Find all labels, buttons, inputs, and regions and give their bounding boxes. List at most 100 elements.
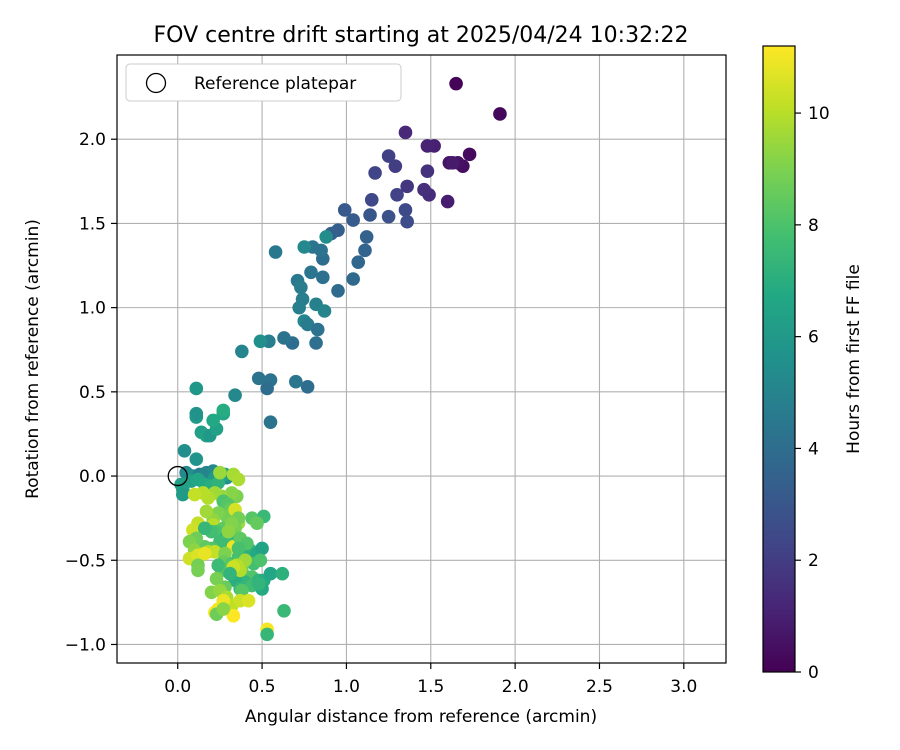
data-point xyxy=(177,443,192,458)
data-point xyxy=(216,602,231,616)
x-tick-label: 1.0 xyxy=(333,677,360,697)
x-tick-label: 3.0 xyxy=(670,677,697,697)
data-point xyxy=(381,209,396,224)
x-axis-label: Angular distance from reference (arcmin) xyxy=(245,707,597,727)
data-point xyxy=(255,541,269,556)
x-tick-label: 0.5 xyxy=(249,677,276,697)
data-point xyxy=(310,322,325,337)
legend-entry: Reference platepar xyxy=(194,74,356,94)
y-tick-label: 2.0 xyxy=(79,130,106,150)
data-point xyxy=(260,381,274,396)
data-point xyxy=(300,317,315,332)
data-point xyxy=(346,213,360,227)
legend-box xyxy=(125,63,402,102)
y-tick-label: −1.0 xyxy=(65,635,106,655)
data-point xyxy=(304,265,318,280)
data-point xyxy=(400,214,414,229)
grid-lines xyxy=(117,55,726,663)
data-point xyxy=(241,593,256,608)
data-point xyxy=(319,230,333,244)
data-point xyxy=(197,521,212,536)
data-point xyxy=(462,147,477,162)
chart-title: FOV centre drift starting at 2025/04/24 … xyxy=(154,23,689,48)
x-axis-ticks: 0.0 0.5 1.0 1.5 2.0 2.5 3.0 xyxy=(164,663,697,697)
data-points xyxy=(174,76,507,642)
data-point xyxy=(390,187,404,202)
data-point xyxy=(300,379,315,394)
data-point xyxy=(292,300,306,315)
data-point xyxy=(331,283,345,298)
y-axis-ticks: −1.0 −0.5 0.0 0.5 1.0 1.5 2.0 xyxy=(65,130,117,655)
data-point xyxy=(251,371,266,386)
data-point xyxy=(346,272,360,286)
reference-marker xyxy=(167,465,188,487)
data-point xyxy=(208,545,222,559)
data-point xyxy=(294,280,308,295)
colorbar-ticks: 0 2 4 6 8 10 xyxy=(795,104,830,683)
data-point xyxy=(231,472,246,487)
colorbar-tick-label: 10 xyxy=(808,104,830,124)
data-point xyxy=(363,208,377,222)
data-point xyxy=(368,166,382,180)
data-point xyxy=(228,388,242,403)
data-point xyxy=(440,194,455,209)
y-tick-label: 1.5 xyxy=(79,214,106,234)
data-point xyxy=(250,516,264,531)
data-point xyxy=(316,270,330,285)
colorbar-tick-label: 4 xyxy=(808,439,819,459)
data-point xyxy=(297,240,312,254)
x-tick-label: 2.0 xyxy=(502,677,529,697)
x-tick-label: 2.5 xyxy=(586,677,613,697)
data-point xyxy=(199,504,214,519)
data-point xyxy=(398,203,413,217)
data-point xyxy=(213,465,227,480)
data-point xyxy=(358,243,372,258)
colorbar: 0 2 4 6 8 10 Hours from first FF file xyxy=(762,45,864,683)
data-point xyxy=(211,558,226,573)
data-point xyxy=(381,149,396,163)
data-point xyxy=(216,403,231,418)
data-point xyxy=(226,609,241,623)
data-point xyxy=(275,566,290,581)
data-point xyxy=(260,627,274,642)
data-point xyxy=(277,603,291,618)
data-point xyxy=(187,487,202,502)
data-point xyxy=(263,415,278,429)
colorbar-tick-label: 6 xyxy=(808,328,819,348)
data-point xyxy=(221,524,236,539)
colorbar-gradient xyxy=(762,45,796,673)
data-point xyxy=(189,381,204,396)
y-axis-label: Rotation from reference (arcmin) xyxy=(23,219,43,499)
data-point xyxy=(309,336,323,350)
data-point xyxy=(223,566,237,581)
data-point xyxy=(206,413,220,428)
data-point xyxy=(277,331,291,345)
data-point xyxy=(189,452,204,467)
data-point xyxy=(493,107,507,121)
colorbar-tick-label: 0 xyxy=(808,663,819,683)
data-point xyxy=(235,344,249,359)
reference-point xyxy=(167,465,188,487)
data-point xyxy=(417,182,431,197)
data-point xyxy=(209,571,224,586)
y-tick-label: 0.5 xyxy=(79,383,106,403)
data-point xyxy=(420,164,435,179)
data-point xyxy=(191,563,205,578)
y-tick-label: 0.0 xyxy=(79,467,106,487)
colorbar-tick-label: 2 xyxy=(808,551,819,571)
data-point xyxy=(231,541,246,556)
data-point xyxy=(388,159,403,173)
data-point xyxy=(197,546,212,561)
data-point xyxy=(253,334,268,349)
x-tick-label: 1.5 xyxy=(417,677,444,697)
data-point xyxy=(400,179,414,194)
data-point xyxy=(445,155,460,170)
data-point xyxy=(398,125,413,140)
legend: Reference platepar xyxy=(125,63,402,102)
data-point xyxy=(337,203,352,217)
colorbar-label: Hours from first FF file xyxy=(844,264,864,454)
data-point xyxy=(235,583,249,598)
data-point xyxy=(351,255,366,269)
data-point xyxy=(175,487,190,502)
data-point xyxy=(189,406,204,421)
